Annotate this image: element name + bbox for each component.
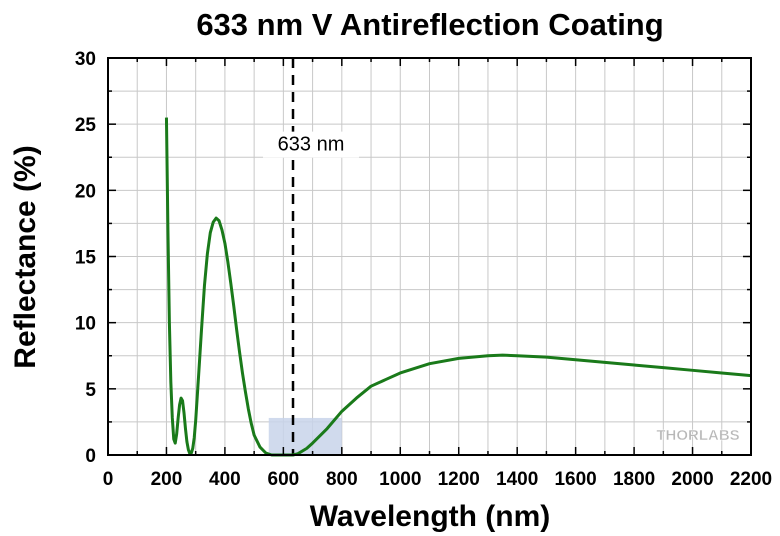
y-tick-label: 15 bbox=[75, 248, 97, 269]
y-tick-label: 25 bbox=[75, 115, 97, 136]
x-tick-label: 1000 bbox=[379, 469, 421, 490]
x-tick-label: 800 bbox=[326, 469, 358, 490]
x-tick-label: 1800 bbox=[613, 469, 655, 490]
y-tick-label: 20 bbox=[75, 181, 96, 202]
logo-watermark: THORLABS bbox=[656, 427, 740, 444]
logo-text: THORLABS bbox=[656, 427, 739, 444]
y-tick-labels: 0 5 10 15 20 25 30 bbox=[75, 49, 97, 467]
reference-line-label: 633 nm bbox=[278, 134, 345, 156]
y-tick-label: 0 bbox=[85, 446, 96, 467]
x-tick-label: 1200 bbox=[438, 469, 480, 490]
y-axis-label: Reflectance (%) bbox=[9, 145, 42, 368]
x-tick-labels: 0 200 400 600 800 1000 1200 1400 1600 1800 2000 220… bbox=[103, 469, 772, 490]
x-tick-label: 0 bbox=[103, 469, 114, 490]
x-axis-label: Wavelength (nm) bbox=[310, 500, 551, 533]
chart-title: 633 nm V Antireflection Coating bbox=[196, 7, 663, 42]
y-tick-label: 10 bbox=[75, 314, 96, 335]
y-tick-label: 30 bbox=[75, 49, 96, 70]
grid bbox=[107, 57, 752, 456]
x-tick-label: 400 bbox=[209, 469, 241, 490]
x-tick-label: 600 bbox=[268, 469, 300, 490]
annotation-background bbox=[263, 131, 360, 158]
axis-ticks bbox=[107, 57, 752, 456]
x-tick-label: 200 bbox=[151, 469, 183, 490]
series-line bbox=[164, 117, 752, 457]
x-tick-label: 1400 bbox=[496, 469, 538, 490]
x-tick-label: 2200 bbox=[730, 469, 772, 490]
x-tick-label: 1600 bbox=[554, 469, 596, 490]
y-tick-label: 5 bbox=[85, 380, 96, 401]
x-tick-label: 2000 bbox=[671, 469, 713, 490]
